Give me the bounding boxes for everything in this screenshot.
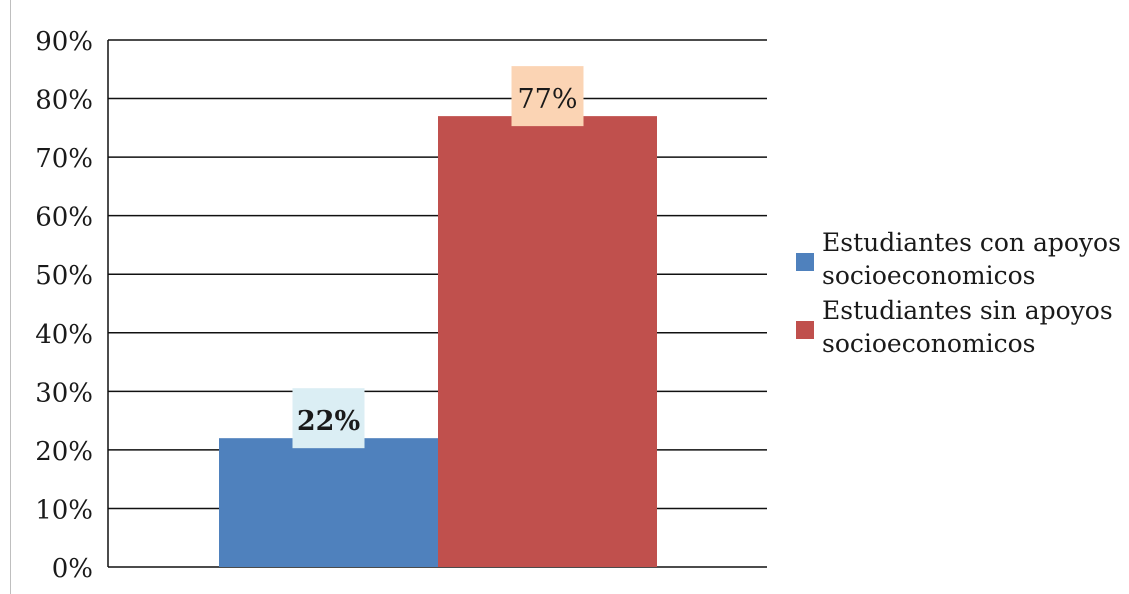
y-tick-label: 50% [35, 261, 93, 291]
bar-1 [219, 438, 438, 567]
legend-swatch-blue [796, 253, 814, 271]
bars [219, 116, 657, 567]
y-tick-label: 80% [35, 86, 93, 116]
y-tick-label: 20% [35, 437, 93, 467]
data-labels: 22% 77% [292, 66, 584, 449]
data-label-2: 77% [511, 66, 584, 127]
data-label-text: 77% [517, 84, 577, 115]
legend-item-con-apoyos: Estudiantes con apoyos socioeconomicos [796, 226, 1126, 292]
bar-2 [438, 116, 657, 567]
y-axis-tick-labels: 0% 10% 20% 30% 40% 50% 60% 70% 80% 90% [35, 27, 93, 584]
y-tick-label: 10% [35, 495, 93, 525]
data-label-1: 22% [292, 388, 365, 449]
y-tick-label: 30% [35, 378, 93, 408]
chart-frame-border [10, 0, 11, 594]
data-label-background [511, 66, 584, 127]
data-label-text: 22% [297, 406, 360, 437]
legend-label: Estudiantes sin apoyos socioeconomicos [822, 296, 1113, 358]
legend-swatch-red [796, 321, 814, 339]
y-tick-label: 60% [35, 203, 93, 233]
data-label-background [292, 388, 365, 449]
legend-label: Estudiantes con apoyos socioeconomicos [822, 228, 1121, 290]
gridlines [107, 39, 767, 568]
y-tick-label: 90% [35, 27, 93, 57]
y-tick-label: 70% [35, 144, 93, 174]
legend: Estudiantes con apoyos socioeconomicos E… [796, 226, 1126, 362]
y-tick-label: 40% [35, 320, 93, 350]
legend-item-sin-apoyos: Estudiantes sin apoyos socioeconomicos [796, 294, 1126, 360]
y-tick-label: 0% [52, 554, 93, 584]
